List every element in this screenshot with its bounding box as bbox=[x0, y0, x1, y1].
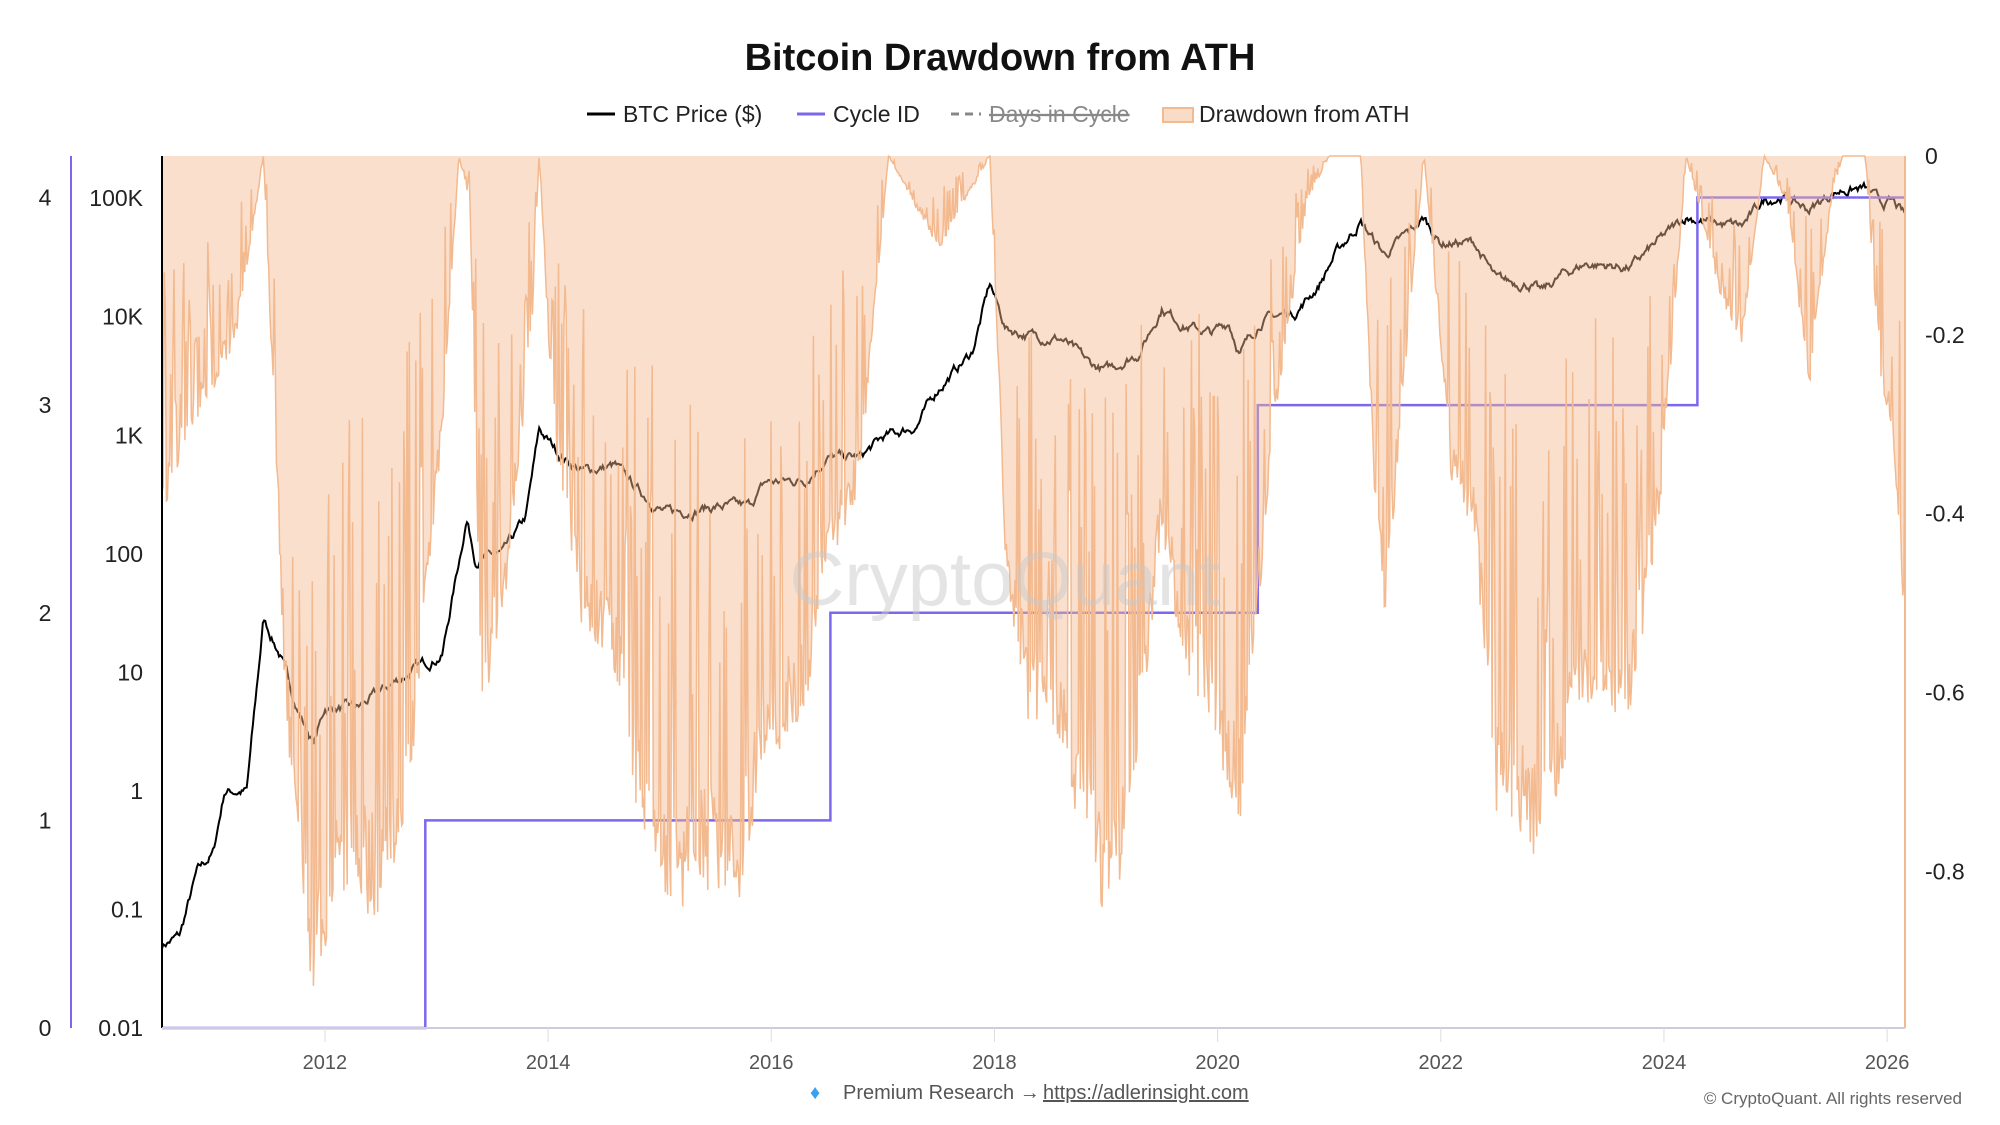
price-tick-label: 10K bbox=[102, 304, 144, 330]
x-tick-label: 2012 bbox=[303, 1052, 348, 1074]
price-tick-label: 0.01 bbox=[98, 1015, 143, 1041]
price-tick-label: 1 bbox=[130, 778, 143, 804]
price-tick-label: 100 bbox=[105, 541, 143, 567]
drawdown-tick-label: -0.2 bbox=[1925, 322, 1965, 348]
plot-area bbox=[161, 153, 1906, 1030]
axes: 2012 2014 2016 2018 2020 2022 2024 20260.010.11… bbox=[39, 143, 1965, 1074]
cycle-tick-label: 4 bbox=[39, 185, 52, 211]
legend: BTC Price ($) Cycle ID Days in Cycle Dra… bbox=[587, 101, 1409, 127]
x-tick-label: 2014 bbox=[526, 1052, 571, 1074]
footer-link[interactable]: https://adlerinsight.com bbox=[1043, 1082, 1249, 1104]
footer-premium: Premium Research → bbox=[843, 1082, 1040, 1104]
drawdown-line bbox=[161, 153, 1906, 986]
legend-label: Days in Cycle bbox=[989, 101, 1130, 127]
cycle-tick-label: 0 bbox=[39, 1015, 52, 1041]
drawdown-tick-label: 0 bbox=[1925, 143, 1938, 169]
legend-item-cycle-id[interactable]: Cycle ID bbox=[797, 101, 920, 127]
price-tick-label: 10 bbox=[117, 659, 143, 685]
x-tick-label: 2016 bbox=[749, 1052, 794, 1074]
drawdown-tick-label: -0.8 bbox=[1925, 858, 1965, 884]
footer-copyright: © CryptoQuant. All rights reserved bbox=[1704, 1089, 1962, 1108]
price-tick-label: 1K bbox=[115, 422, 144, 448]
btc-price-line bbox=[161, 180, 1906, 949]
drawdown-area bbox=[162, 156, 1905, 986]
legend-label: Cycle ID bbox=[833, 101, 920, 127]
drawdown-tick-label: -0.4 bbox=[1925, 501, 1965, 527]
x-tick-label: 2024 bbox=[1642, 1052, 1687, 1074]
chart-title: Bitcoin Drawdown from ATH bbox=[745, 37, 1256, 79]
legend-item-drawdown[interactable]: Drawdown from ATH bbox=[1162, 101, 1409, 127]
cycle-tick-label: 3 bbox=[39, 392, 52, 418]
legend-item-btc-price[interactable]: BTC Price ($) bbox=[587, 101, 762, 127]
cycle-tick-label: 1 bbox=[39, 807, 52, 833]
legend-item-days-in-cycle[interactable]: Days in Cycle bbox=[951, 101, 1130, 127]
price-tick-label: 100K bbox=[89, 185, 143, 211]
legend-label: BTC Price ($) bbox=[623, 101, 762, 127]
x-tick-label: 2026 bbox=[1865, 1052, 1910, 1074]
drawdown-tick-label: -0.6 bbox=[1925, 680, 1965, 706]
diamond-icon: ♦ bbox=[810, 1082, 820, 1104]
watermark: CryptoQuant bbox=[790, 537, 1221, 622]
x-tick-label: 2020 bbox=[1195, 1052, 1240, 1074]
legend-label: Drawdown from ATH bbox=[1199, 101, 1409, 127]
footer: ♦ Premium Research → https://adlerinsigh… bbox=[810, 1082, 1962, 1108]
price-tick-label: 0.1 bbox=[111, 896, 143, 922]
cycle-id-line bbox=[162, 196, 1905, 1030]
x-tick-label: 2022 bbox=[1419, 1052, 1464, 1074]
x-tick-label: 2018 bbox=[972, 1052, 1017, 1074]
cycle-tick-label: 2 bbox=[39, 600, 52, 626]
